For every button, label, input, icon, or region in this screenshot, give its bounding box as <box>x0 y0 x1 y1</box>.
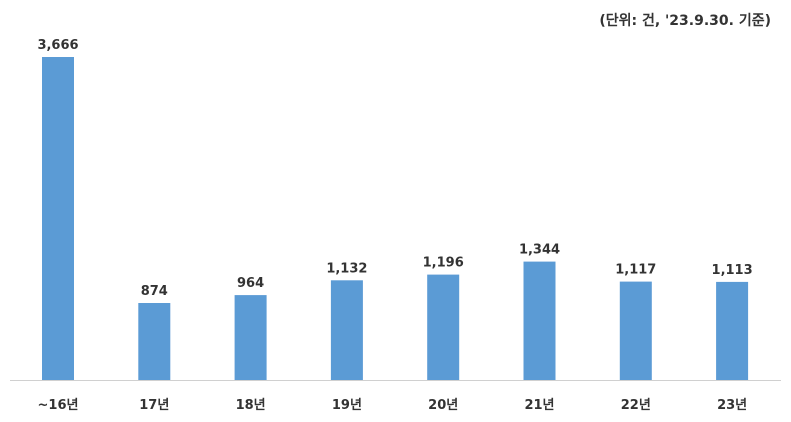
value-label-0: 3,666 <box>37 38 78 53</box>
value-label-7: 1,113 <box>712 263 753 278</box>
bar-5 <box>523 261 556 380</box>
category-label-4: 20년 <box>428 398 458 413</box>
bar-6 <box>619 281 652 380</box>
category-label-3: 19년 <box>332 398 362 413</box>
value-label-2: 964 <box>237 276 264 291</box>
value-label-5: 1,344 <box>519 243 560 258</box>
bar-4 <box>427 274 460 380</box>
bar-1 <box>138 303 171 380</box>
value-label-3: 1,132 <box>326 261 367 276</box>
unit-note: (단위: 건, '23.9.30. 기준) <box>599 13 771 29</box>
bar-7 <box>716 281 749 380</box>
category-label-2: 18년 <box>236 398 266 413</box>
category-label-7: 23년 <box>717 398 747 413</box>
category-label-6: 22년 <box>621 398 651 413</box>
value-label-4: 1,196 <box>423 256 464 271</box>
bar-3 <box>330 280 363 380</box>
value-label-6: 1,117 <box>615 263 656 278</box>
category-label-1: 17년 <box>139 398 169 413</box>
bar-0 <box>42 57 74 380</box>
value-label-1: 874 <box>141 284 168 299</box>
bar-2 <box>234 295 267 380</box>
category-label-0: ~16년 <box>38 398 79 413</box>
category-label-5: 21년 <box>524 398 554 413</box>
